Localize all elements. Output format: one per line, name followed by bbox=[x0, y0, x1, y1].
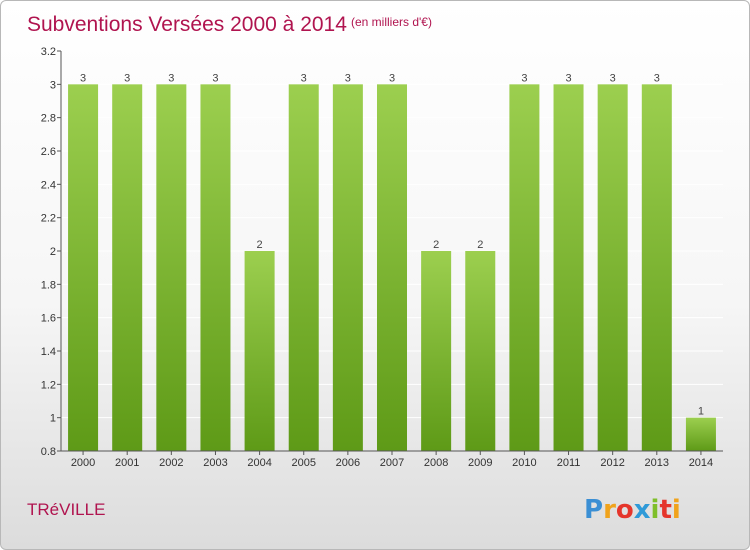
y-tick-label: 3 bbox=[50, 79, 56, 91]
x-tick-label: 2003 bbox=[203, 457, 227, 469]
logo-letter: o bbox=[616, 495, 634, 525]
logo-letter: x bbox=[634, 495, 651, 525]
x-tick-label: 2010 bbox=[512, 457, 536, 469]
data-label: 3 bbox=[168, 72, 174, 84]
data-label: 3 bbox=[345, 72, 351, 84]
data-label: 3 bbox=[301, 72, 307, 84]
bar bbox=[332, 84, 363, 451]
bar bbox=[68, 84, 99, 451]
bar bbox=[200, 84, 231, 451]
y-tick-label: 2.4 bbox=[41, 179, 56, 191]
x-tick-label: 2001 bbox=[115, 457, 139, 469]
bar bbox=[685, 417, 716, 451]
bar bbox=[465, 251, 496, 451]
bars: 3 3 3 3 2 3 3 3 2 2 3 3 3 3 1 bbox=[68, 72, 716, 451]
bar bbox=[376, 84, 408, 451]
y-tick-label: 2 bbox=[50, 246, 56, 258]
data-label: 3 bbox=[610, 72, 616, 84]
data-label: 3 bbox=[80, 72, 86, 84]
x-tick-label: 2006 bbox=[336, 457, 360, 469]
x-tick-label: 2005 bbox=[291, 457, 315, 469]
bar bbox=[112, 84, 143, 451]
x-tick-label: 2000 bbox=[71, 457, 95, 469]
x-tick-label: 2012 bbox=[600, 457, 624, 469]
x-tick-label: 2008 bbox=[424, 457, 448, 469]
y-tick-label: 1.4 bbox=[41, 346, 56, 358]
data-label: 3 bbox=[212, 72, 218, 84]
data-label: 1 bbox=[698, 406, 704, 418]
axes: 0.8 1 1.2 1.4 1.6 1.8 2 2.2 2.4 2.6 2.8 3 3.2 2000 200… bbox=[41, 46, 723, 469]
y-tick-label: 1 bbox=[50, 413, 56, 425]
y-tick-label: 1.2 bbox=[41, 379, 56, 391]
bar bbox=[244, 251, 275, 451]
proxiti-logo: Proxiti bbox=[584, 495, 681, 525]
unit-label: (en milliers d'€) bbox=[351, 15, 432, 29]
y-tick-label: 1.8 bbox=[41, 279, 56, 291]
y-tick-label: 2.8 bbox=[41, 113, 56, 125]
x-tick-label: 2011 bbox=[557, 457, 581, 469]
y-tick-label: 1.6 bbox=[41, 313, 56, 325]
data-label: 3 bbox=[389, 72, 395, 84]
bar bbox=[553, 84, 584, 451]
y-tick-label: 3.2 bbox=[41, 46, 56, 58]
data-label: 3 bbox=[521, 72, 527, 84]
logo-letter: i bbox=[672, 495, 681, 525]
y-tick-label: 2.2 bbox=[41, 213, 56, 225]
data-label: 2 bbox=[257, 239, 263, 251]
x-tick-label: 2004 bbox=[247, 457, 271, 469]
chart-title: Subventions Versées 2000 à 2014 bbox=[27, 13, 347, 36]
x-tick-label: 2002 bbox=[159, 457, 183, 469]
bar bbox=[288, 84, 319, 451]
x-tick-label: 2009 bbox=[468, 457, 492, 469]
y-tick-label: 0.8 bbox=[41, 446, 56, 458]
data-label: 3 bbox=[124, 72, 130, 84]
data-label: 3 bbox=[654, 72, 660, 84]
bar bbox=[421, 251, 452, 451]
logo-letter: r bbox=[603, 495, 616, 525]
bar bbox=[509, 84, 540, 451]
bar bbox=[597, 84, 628, 451]
x-tick-label: 2013 bbox=[645, 457, 669, 469]
data-label: 2 bbox=[477, 239, 483, 251]
logo-letter: P bbox=[584, 495, 603, 525]
bar bbox=[641, 84, 672, 451]
data-label: 2 bbox=[433, 239, 439, 251]
data-label: 3 bbox=[565, 72, 571, 84]
logo-letter: t bbox=[659, 495, 671, 525]
x-tick-label: 2007 bbox=[380, 457, 404, 469]
y-tick-label: 2.6 bbox=[41, 146, 56, 158]
commune-name: TRéVILLE bbox=[27, 500, 105, 519]
x-tick-label: 2014 bbox=[689, 457, 713, 469]
logo-letter: i bbox=[651, 495, 660, 525]
bar bbox=[156, 84, 187, 451]
